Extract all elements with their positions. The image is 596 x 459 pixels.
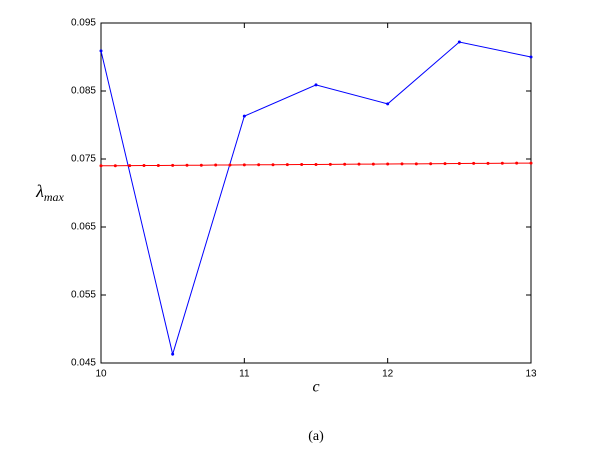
point-marker <box>99 49 103 53</box>
y-tick-label: 0.045 <box>71 358 96 369</box>
y-tick-label: 0.075 <box>71 154 96 165</box>
point-marker <box>343 162 347 166</box>
point-marker <box>314 83 318 87</box>
point-marker <box>199 163 203 167</box>
plot-frame <box>100 22 532 364</box>
point-marker <box>429 162 433 166</box>
point-marker <box>271 163 275 167</box>
x-tick-label: 13 <box>525 369 537 380</box>
point-marker <box>228 163 232 167</box>
point-marker <box>357 162 361 166</box>
point-marker <box>285 163 289 167</box>
x-tick-label: 12 <box>382 369 394 380</box>
point-marker <box>214 163 218 167</box>
point-marker <box>300 163 304 167</box>
y-tick-label: 0.085 <box>71 86 96 97</box>
point-marker <box>156 163 160 167</box>
y-label-symbol: λ <box>35 181 44 201</box>
point-marker <box>457 162 461 166</box>
point-marker <box>529 161 533 165</box>
point-marker <box>457 40 461 44</box>
point-marker <box>386 102 390 106</box>
point-marker <box>529 55 533 59</box>
caption: (a) <box>308 429 324 444</box>
point-marker <box>99 164 103 168</box>
point-marker <box>443 162 447 166</box>
y-tick-label: 0.095 <box>71 18 96 29</box>
point-marker <box>314 162 318 166</box>
y-tick-label: 0.055 <box>71 290 96 301</box>
y-label-subscript: max <box>44 190 65 204</box>
point-marker <box>185 163 189 167</box>
x-tick-label: 11 <box>239 369 250 380</box>
point-marker <box>242 114 246 118</box>
point-marker <box>328 162 332 166</box>
series-line <box>100 41 532 357</box>
x-axis-label: c <box>312 379 319 396</box>
point-marker <box>414 162 418 166</box>
y-tick-label: 0.065 <box>71 222 96 233</box>
point-marker <box>171 352 175 356</box>
point-marker <box>171 163 175 167</box>
point-marker <box>400 162 404 166</box>
point-marker <box>142 164 146 168</box>
point-marker <box>371 162 375 166</box>
x-tick-label: 10 <box>95 369 107 380</box>
point-marker <box>472 161 476 165</box>
point-marker <box>113 164 117 168</box>
point-marker <box>386 162 390 166</box>
point-marker <box>257 163 261 167</box>
y-axis-label: λmax <box>35 181 64 204</box>
point-marker <box>242 163 246 167</box>
point-marker <box>128 164 132 168</box>
point-marker <box>515 161 519 165</box>
point-marker <box>500 161 504 165</box>
point-marker <box>486 161 490 165</box>
